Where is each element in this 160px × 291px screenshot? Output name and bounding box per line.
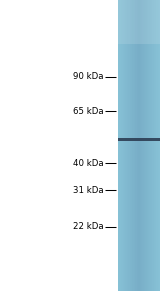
Bar — [135, 0, 136, 291]
Bar — [145, 0, 146, 291]
Bar — [142, 0, 143, 291]
Bar — [118, 0, 160, 44]
Bar — [118, 138, 160, 141]
Bar — [152, 0, 153, 291]
Bar — [126, 0, 127, 291]
Bar — [156, 0, 157, 291]
Bar — [125, 0, 126, 291]
Bar — [154, 0, 155, 291]
Bar — [148, 0, 149, 291]
Bar — [159, 0, 160, 291]
Bar — [133, 0, 134, 291]
Bar — [134, 0, 135, 291]
Text: 65 kDa: 65 kDa — [73, 107, 103, 116]
Bar — [151, 0, 152, 291]
Bar — [136, 0, 137, 291]
Text: 40 kDa: 40 kDa — [73, 159, 103, 168]
Bar — [144, 0, 145, 291]
Text: 31 kDa: 31 kDa — [73, 186, 103, 195]
Bar — [137, 0, 138, 291]
Bar — [131, 0, 132, 291]
Bar — [138, 0, 139, 291]
Bar — [147, 0, 148, 291]
Bar — [158, 0, 159, 291]
Bar — [141, 0, 142, 291]
Bar — [120, 0, 121, 291]
Bar — [149, 0, 150, 291]
Bar — [129, 0, 130, 291]
Bar — [118, 0, 119, 291]
Bar — [132, 0, 133, 291]
Bar — [140, 0, 141, 291]
Bar — [119, 0, 120, 291]
Bar — [130, 0, 131, 291]
Bar — [146, 0, 147, 291]
Bar — [123, 0, 124, 291]
Bar — [122, 0, 123, 291]
Bar — [143, 0, 144, 291]
Bar — [121, 0, 122, 291]
Bar — [157, 0, 158, 291]
Bar — [128, 0, 129, 291]
Bar — [153, 0, 154, 291]
Text: 90 kDa: 90 kDa — [73, 72, 103, 81]
Text: 22 kDa: 22 kDa — [73, 222, 103, 231]
Bar — [127, 0, 128, 291]
Bar — [124, 0, 125, 291]
Bar — [139, 0, 140, 291]
Bar — [150, 0, 151, 291]
Bar — [155, 0, 156, 291]
